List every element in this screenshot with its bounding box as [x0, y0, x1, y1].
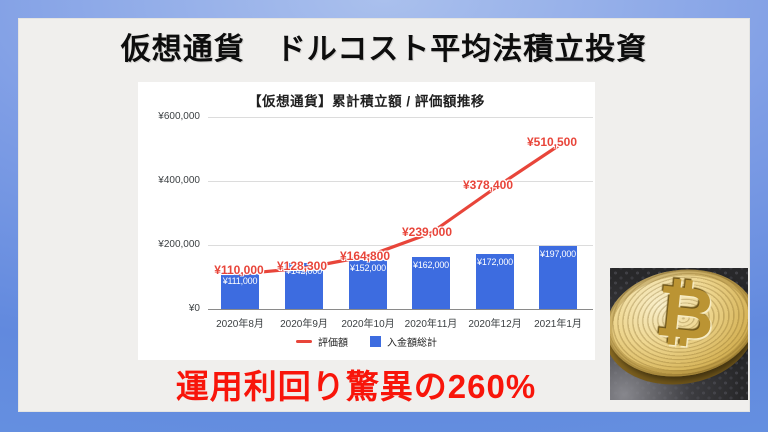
chart-card: 【仮想通貨】累計積立額 / 評価額推移 ¥600,000 ¥400,000 ¥2… — [138, 82, 595, 360]
bar-value-label: ¥162,000 — [413, 260, 449, 270]
bar-2020-10: ¥152,000 — [349, 260, 387, 309]
line-value-label: ¥128,300 — [276, 259, 328, 273]
y-axis-tick: ¥0 — [188, 303, 200, 314]
y-axis-tick: ¥400,000 — [158, 175, 200, 186]
line-value-label: ¥164,800 — [339, 249, 391, 263]
bar-2020-12: ¥172,000 — [476, 254, 514, 309]
chart-legend: 評価額 入金額総計 — [138, 334, 595, 349]
bar-value-label: ¥111,000 — [222, 276, 258, 286]
y-axis-tick: ¥200,000 — [158, 239, 200, 250]
legend-label: 入金額総計 — [387, 338, 437, 349]
gridline — [208, 117, 593, 118]
bitcoin-symbol-icon: ₿ — [651, 268, 720, 357]
bar-series-swatch-icon — [370, 336, 381, 347]
legend-item-line: 評価額 — [296, 334, 348, 349]
bitcoin-photo: ₿ — [610, 268, 748, 400]
x-axis-tick: 2020年12月 — [468, 319, 522, 330]
x-axis-tick: 2020年10月 — [341, 319, 395, 330]
legend-label: 評価額 — [318, 338, 348, 349]
x-axis-tick: 2020年11月 — [404, 319, 458, 330]
bar-2021-01: ¥197,000 — [539, 246, 577, 309]
line-value-label: ¥378,400 — [462, 178, 514, 192]
bar-2020-11: ¥162,000 — [412, 257, 450, 309]
gridline — [208, 181, 593, 182]
line-value-label: ¥110,000 — [214, 263, 264, 277]
x-axis-tick: 2021年1月 — [534, 319, 582, 330]
y-axis-tick: ¥600,000 — [158, 111, 200, 122]
line-series-swatch-icon — [296, 340, 312, 343]
x-axis-tick: 2020年9月 — [280, 319, 328, 330]
bar-value-label: ¥197,000 — [540, 249, 576, 259]
bar-value-label: ¥172,000 — [477, 257, 513, 267]
valuation-line — [238, 144, 560, 276]
chart-title: 【仮想通貨】累計積立額 / 評価額推移 — [248, 94, 485, 109]
x-axis-line — [208, 309, 593, 310]
page-title: 仮想通貨 ドルコスト平均法積立投資 — [120, 33, 648, 66]
bar-value-label: ¥152,000 — [350, 263, 386, 273]
legend-item-bar: 入金額総計 — [370, 334, 437, 349]
line-value-label: ¥239,000 — [401, 225, 453, 239]
return-caption: 運用利回り驚異の260% — [175, 368, 537, 405]
bar-2020-08: ¥111,000 — [221, 273, 259, 309]
bar-value-label: ¥142,000 — [286, 266, 322, 276]
x-axis-tick: 2020年8月 — [216, 319, 264, 330]
line-value-label: ¥510,500 — [526, 135, 578, 149]
